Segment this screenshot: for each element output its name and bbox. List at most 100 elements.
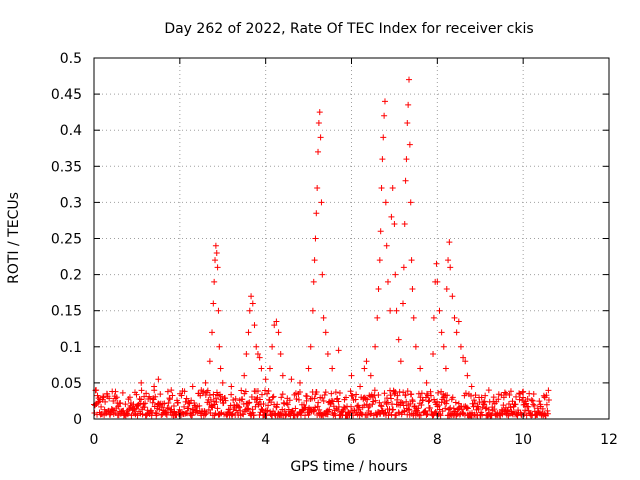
baseline-point <box>183 395 190 402</box>
baseline-point <box>281 408 288 415</box>
baseline-point <box>513 393 520 400</box>
baseline-point <box>436 402 443 409</box>
baseline-point <box>347 388 354 395</box>
data-point <box>434 278 441 285</box>
baseline-point <box>446 406 453 413</box>
data-point <box>189 383 196 390</box>
baseline-point <box>239 396 246 403</box>
baseline-point <box>328 390 335 397</box>
y-tick-label: 0.2 <box>60 268 82 284</box>
baseline-point <box>353 391 360 398</box>
y-tick-label: 0.4 <box>60 123 82 139</box>
baseline-point <box>364 396 371 403</box>
baseline-point <box>379 407 386 414</box>
data-point <box>155 376 162 383</box>
baseline-point <box>349 392 356 399</box>
baseline-point <box>328 397 335 404</box>
data-point <box>430 314 437 321</box>
baseline-point <box>500 402 507 409</box>
baseline-point <box>265 388 272 395</box>
baseline-point <box>520 394 527 401</box>
baseline-point <box>402 391 409 398</box>
data-point <box>361 365 368 372</box>
baseline-point <box>100 394 107 401</box>
baseline-point <box>418 402 425 409</box>
y-tick-label: 0.1 <box>60 340 82 356</box>
data-point <box>406 76 413 83</box>
baseline-point <box>98 403 105 410</box>
data-point <box>112 388 119 395</box>
baseline-point <box>335 403 342 410</box>
data-point <box>381 98 388 105</box>
baseline-point <box>254 387 261 394</box>
baseline-point <box>485 406 492 413</box>
data-point <box>249 300 256 307</box>
baseline-point <box>427 388 434 395</box>
data-point <box>213 249 220 256</box>
baseline-point <box>133 391 140 398</box>
data-points <box>91 76 552 419</box>
data-point <box>245 329 252 336</box>
data-point <box>317 134 324 141</box>
data-point <box>377 228 384 235</box>
baseline-point <box>394 396 401 403</box>
baseline-point <box>250 412 257 419</box>
baseline-point <box>427 405 434 412</box>
baseline-point <box>352 396 359 403</box>
baseline-point <box>246 399 253 406</box>
baseline-point <box>507 388 514 395</box>
baseline-point <box>422 407 429 414</box>
data-point <box>402 177 409 184</box>
data-point <box>329 365 336 372</box>
data-point <box>312 235 319 242</box>
baseline-point <box>516 390 523 397</box>
data-point <box>409 286 416 293</box>
baseline-point <box>364 411 371 418</box>
baseline-point <box>268 399 275 406</box>
data-point <box>372 343 379 350</box>
x-tick-label: 6 <box>347 432 356 448</box>
baseline-point <box>311 395 318 402</box>
data-point <box>436 307 443 314</box>
data-point <box>367 372 374 379</box>
baseline-point <box>293 396 300 403</box>
baseline-point <box>292 390 299 397</box>
data-point <box>216 343 223 350</box>
baseline-point <box>334 395 341 402</box>
baseline-point <box>529 397 536 404</box>
baseline-point <box>381 390 388 397</box>
y-tick-label: 0.45 <box>51 87 82 103</box>
data-point <box>395 336 402 343</box>
baseline-point <box>274 401 281 408</box>
baseline-point <box>270 393 277 400</box>
baseline-point <box>481 401 488 408</box>
baseline-point <box>506 392 513 399</box>
baseline-point <box>304 393 311 400</box>
data-point <box>430 351 437 358</box>
baseline-point <box>425 398 432 405</box>
baseline-point <box>165 399 172 406</box>
data-point <box>210 300 217 307</box>
data-point <box>319 271 326 278</box>
baseline-point <box>229 410 236 417</box>
data-point <box>381 112 388 119</box>
baseline-point <box>316 406 323 413</box>
data-point <box>375 286 382 293</box>
data-point <box>392 271 399 278</box>
baseline-point <box>475 405 482 412</box>
baseline-point <box>149 399 156 406</box>
baseline-point <box>477 412 484 419</box>
baseline-point <box>419 396 426 403</box>
baseline-point <box>214 405 221 412</box>
data-point <box>408 257 415 264</box>
data-point <box>251 322 258 329</box>
data-point <box>383 242 390 249</box>
baseline-point <box>130 401 137 408</box>
data-point <box>438 329 445 336</box>
baseline-point <box>385 399 392 406</box>
data-point <box>335 347 342 354</box>
baseline-point <box>371 387 378 394</box>
data-point <box>407 199 414 206</box>
baseline-point <box>219 393 226 400</box>
